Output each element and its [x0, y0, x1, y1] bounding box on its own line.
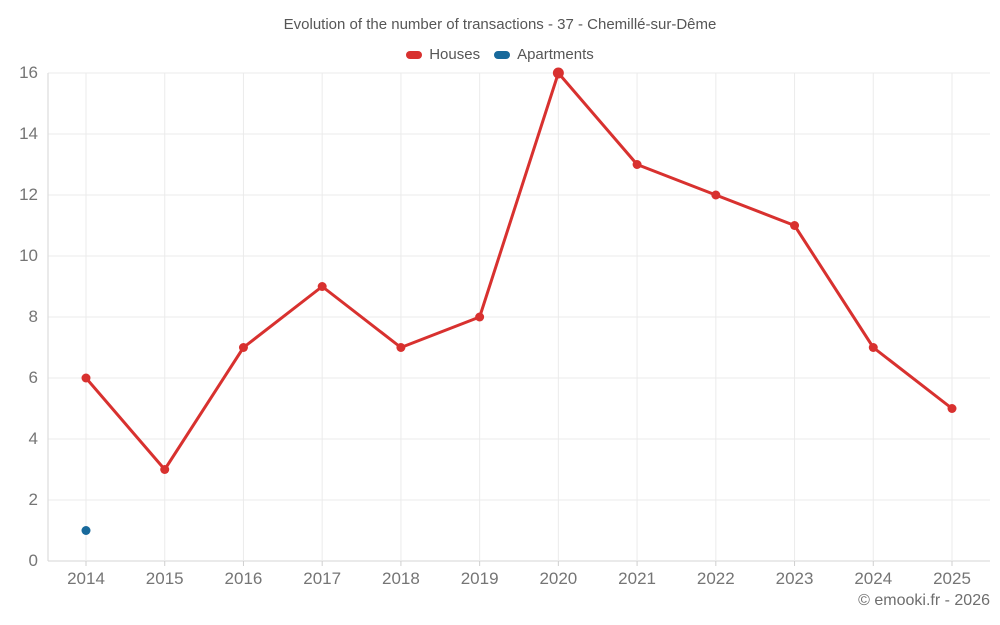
- y-axis-tick-label: 14: [19, 124, 38, 143]
- y-axis-tick-label: 2: [28, 490, 38, 509]
- x-axis-tick-label: 2015: [145, 569, 184, 588]
- copyright: © emooki.fr - 2026: [858, 592, 990, 609]
- x-axis-tick-label: 2023: [775, 569, 814, 588]
- legend-label-houses: Houses: [429, 46, 481, 63]
- data-point-houses[interactable]: [317, 282, 327, 291]
- series-line-houses: [84, 71, 954, 471]
- x-axis-tick-label: 2019: [460, 569, 499, 588]
- y-axis-tick-label: 4: [28, 429, 38, 448]
- legend-item-houses[interactable]: Houses: [406, 46, 480, 63]
- x-axis-tick-label: 2017: [303, 569, 342, 588]
- x-axis-tick-label: 2022: [696, 569, 735, 588]
- legend: Houses Apartments: [0, 46, 1000, 63]
- y-axis-tick-label: 12: [19, 185, 38, 204]
- data-point-houses[interactable]: [81, 373, 91, 383]
- y-axis-tick-label: 0: [28, 551, 38, 570]
- x-axis-tick-label: 2025: [933, 569, 971, 588]
- apartments-swatch-icon: [494, 50, 511, 59]
- data-point-houses[interactable]: [632, 160, 642, 169]
- data-point-houses[interactable]: [238, 343, 248, 352]
- x-axis-tick-label: 2021: [618, 569, 656, 588]
- data-point-houses[interactable]: [396, 343, 406, 352]
- y-axis-tick-label: 6: [28, 368, 38, 387]
- legend-item-apartments[interactable]: Apartments: [494, 46, 594, 63]
- x-axis-tick-label: 2014: [67, 569, 105, 588]
- x-axis-tick-label: 2024: [854, 569, 893, 588]
- data-point-houses[interactable]: [475, 312, 485, 322]
- data-point-houses[interactable]: [868, 343, 878, 352]
- y-axis-tick-label: 16: [19, 63, 38, 82]
- x-axis-tick-label: 2018: [381, 569, 420, 588]
- data-point-apartments[interactable]: [81, 526, 91, 535]
- houses-swatch-icon: [406, 50, 423, 59]
- chart-title: Evolution of the number of transactions …: [283, 16, 717, 33]
- data-point-houses[interactable]: [552, 67, 564, 79]
- y-axis-tick-label: 8: [28, 307, 38, 326]
- data-point-houses[interactable]: [160, 465, 170, 474]
- data-point-houses[interactable]: [790, 221, 800, 230]
- x-axis-tick-label: 2020: [539, 569, 578, 588]
- legend-label-apartments: Apartments: [517, 46, 594, 63]
- data-point-houses[interactable]: [711, 190, 721, 200]
- x-axis-tick-label: 2016: [224, 569, 263, 588]
- y-axis-tick-label: 10: [19, 246, 38, 265]
- data-point-houses[interactable]: [947, 404, 957, 413]
